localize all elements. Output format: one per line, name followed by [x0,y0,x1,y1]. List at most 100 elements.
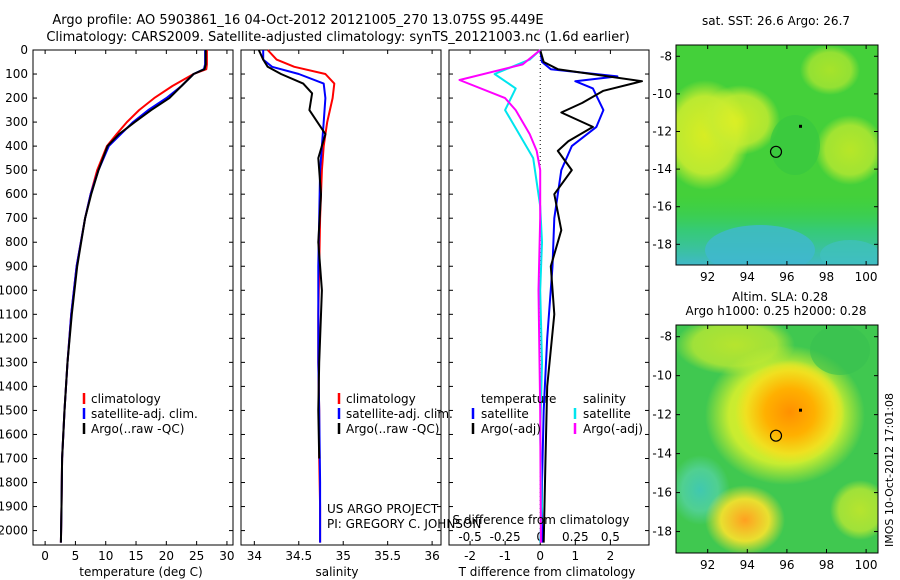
legend-s-argo: Argo(-adj) [583,422,643,436]
map-xtick-label: 94 [740,558,755,572]
ytick-label: 600 [5,187,28,201]
map-xtick-label: 94 [740,270,755,284]
map-ytick-label: -18 [652,525,672,539]
map-xtick-label: 100 [855,558,878,572]
series-line [539,49,643,543]
map-ytick-label: -14 [652,162,672,176]
ytick-label: 900 [5,259,28,273]
salinity-legend: climatology satellite-adj. clim. Argo(..… [337,392,453,436]
sst-map-title: sat. SST: 26.6 Argo: 26.7 [702,14,850,28]
sst-float-marker [769,145,783,158]
sla-map [676,325,878,553]
s-xtick-label: 0.25 [562,530,589,544]
sla-map-title: Altim. SLA: 0.28 [732,290,828,304]
xtick-label: 34.5 [285,549,312,563]
project-label: US ARGO PROJECT [327,502,439,516]
xtick-label: -2 [464,549,476,563]
series-line [493,49,543,543]
s-xtick-label: -0.25 [490,530,521,544]
ytick-label: 1500 [0,403,28,417]
ytick-label: 1900 [0,500,28,514]
temperature-axes [32,49,234,546]
ytick-label: 400 [5,139,28,153]
ytick-label: 1000 [0,283,28,297]
map-xtick-label: 96 [779,270,794,284]
sst-map [676,45,878,265]
map-xtick-label: 92 [700,558,715,572]
ytick-label: 800 [5,235,28,249]
difference-legend: temperature satellite Argo(-adj) salinit… [471,392,643,436]
timestamp: IMOS 10-Oct-2012 17:01:08 [883,393,896,547]
legend-satellite: satellite-adj. clim. [91,407,198,421]
xtick-label: 5 [72,549,80,563]
map-xtick-label: 96 [779,558,794,572]
xtick-label: 36 [424,549,439,563]
sst-map-frame [675,44,879,266]
legend-climatology: climatology [91,392,161,406]
xtick-label: 20 [159,549,174,563]
xtick-label: 0 [41,549,49,563]
salinity-plot: 34 34.5 35 35.5 36 [247,49,440,563]
series-line [257,49,327,459]
map-ytick-label: -8 [660,330,672,344]
legend-climatology: climatology [346,392,416,406]
map-point [799,408,803,412]
map-ytick-label: -12 [652,124,672,138]
temperature-plot: 0 5 10 15 20 25 30 [41,50,235,563]
map-xtick-label: 98 [819,558,834,572]
ytick-label: 1700 [0,451,28,465]
xtick-label: 25 [189,549,204,563]
xtick-label: 30 [219,549,234,563]
legend-t-argo: Argo(-adj) [481,422,541,436]
salinity-axes [240,49,442,546]
legend-argo: Argo(..raw -QC) [346,422,439,436]
legend-argo: Argo(..raw -QC) [91,422,184,436]
xtick-label: 35.5 [374,549,401,563]
xtick-label: 15 [128,549,143,563]
map-ytick-label: -16 [652,486,672,500]
title-line1: Argo profile: AO 5903861_16 04-Oct-2012 … [52,13,543,28]
legend-satellite: satellite-adj. clim. [346,407,453,421]
map-point [799,124,803,128]
map-ytick-label: -18 [652,237,672,251]
sla-map-axes: 92 94 96 98 100 -8 -10 -12 -14 -16 -18 [652,325,878,572]
map-ytick-label: -12 [652,408,672,422]
legend-s-satellite: satellite [583,407,631,421]
series-line [262,50,327,543]
salinity-xlabel: salinity [315,565,358,579]
legend-heading-temperature: temperature [481,392,556,406]
xtick-label: 34 [247,549,262,563]
ytick-label: 1400 [0,379,28,393]
difference-xlabel-top: S difference from climatology [453,513,630,527]
temperature-legend: climatology satellite-adj. clim. Argo(..… [82,392,198,436]
map-ytick-label: -10 [652,87,672,101]
xtick-label: 35 [336,549,351,563]
ytick-label: 1300 [0,355,28,369]
ytick-label: 100 [5,67,28,81]
xtick-label: 10 [98,549,113,563]
series-line [59,50,207,543]
series-line [539,49,619,543]
map-xtick-label: 100 [855,270,878,284]
ytick-label: 1200 [0,331,28,345]
difference-axes [448,49,650,546]
map-ytick-label: -14 [652,447,672,461]
xtick-label: 1 [571,549,579,563]
sla-map-subtitle: Argo h1000: 0.25 h2000: 0.28 [686,304,867,318]
ytick-label: 300 [5,115,28,129]
ytick-label: 1800 [0,476,28,490]
temperature-xlabel: temperature (deg C) [79,565,202,579]
difference-xlabel: T difference from climatology [458,565,636,579]
sla-map-frame [675,324,879,554]
ytick-label: 200 [5,91,28,105]
sla-float-marker [769,429,783,442]
pi-label: PI: GREGORY C. JOHNSON [327,517,481,531]
map-xtick-label: 92 [700,270,715,284]
xtick-label: -1 [499,549,511,563]
series-line [458,49,542,543]
ytick-label: 1600 [0,427,28,441]
ytick-label: 700 [5,211,28,225]
title-line2: Climatology: CARS2009. Satellite-adjuste… [46,30,629,45]
